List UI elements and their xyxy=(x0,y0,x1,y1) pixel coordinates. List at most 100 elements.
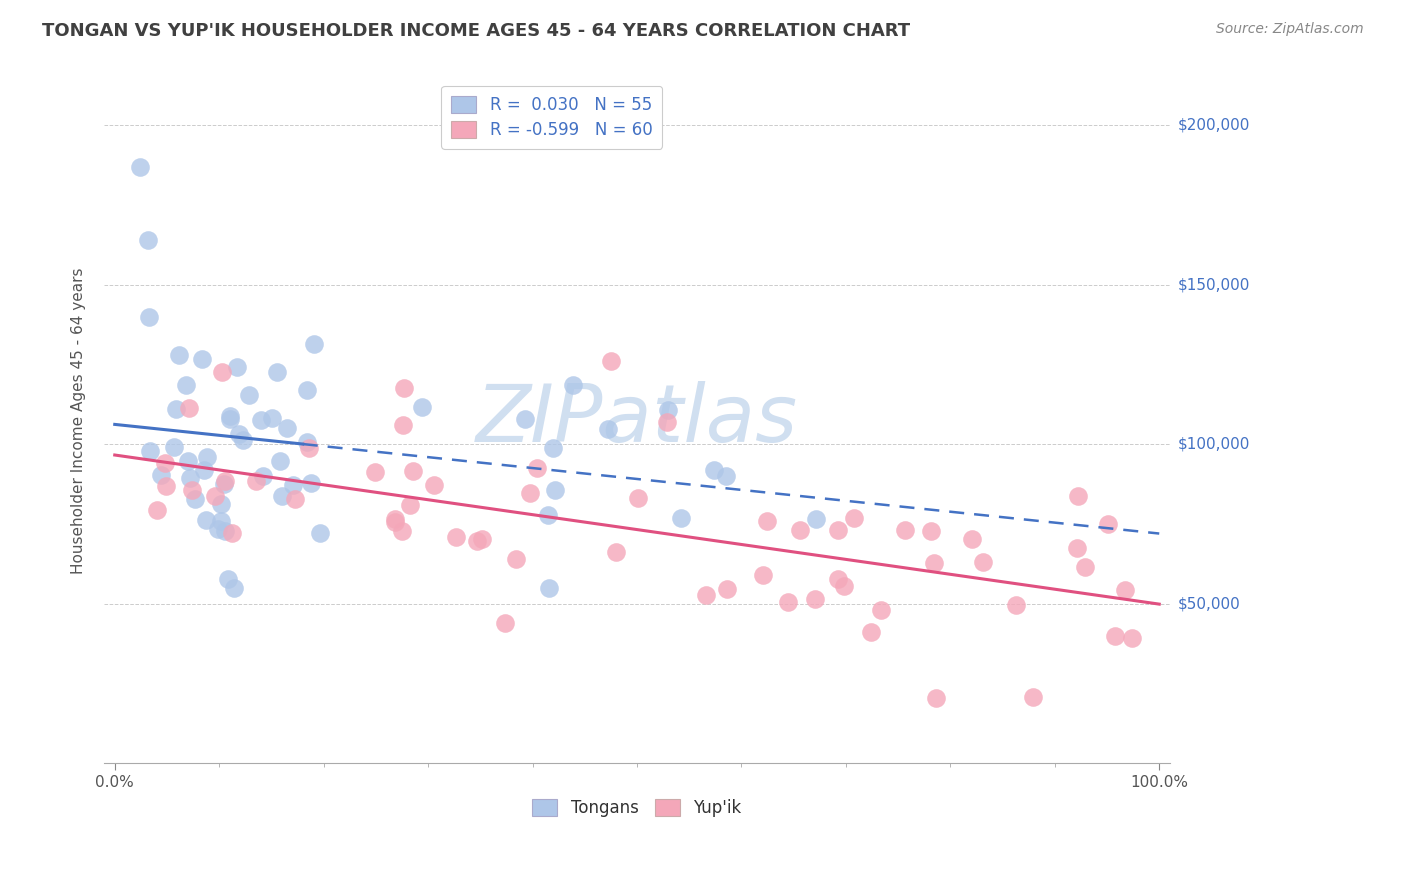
Point xyxy=(1066,541,1088,555)
Point xyxy=(298,442,321,456)
Point xyxy=(174,377,197,392)
Point xyxy=(145,503,167,517)
Point xyxy=(600,354,623,368)
Legend: Tongans, Yup'ik: Tongans, Yup'ik xyxy=(526,792,748,823)
Point xyxy=(1114,583,1136,598)
Point xyxy=(284,492,307,507)
Point xyxy=(842,510,865,524)
Point xyxy=(195,450,218,465)
Point xyxy=(183,491,205,506)
Point xyxy=(922,556,945,570)
Point xyxy=(364,465,387,479)
Point xyxy=(537,508,560,522)
Point xyxy=(471,532,494,546)
Point xyxy=(194,513,217,527)
Point xyxy=(751,568,773,582)
Point xyxy=(972,555,994,569)
Text: $50,000: $50,000 xyxy=(1178,596,1240,611)
Point xyxy=(827,523,849,537)
Point xyxy=(138,310,160,324)
Point xyxy=(803,591,825,606)
Point xyxy=(211,365,233,379)
Point xyxy=(402,464,425,478)
Point xyxy=(283,478,305,492)
Point xyxy=(596,422,619,436)
Point xyxy=(149,468,172,483)
Point xyxy=(1121,632,1143,646)
Point xyxy=(894,523,917,537)
Point xyxy=(657,415,679,429)
Point xyxy=(163,440,186,454)
Point xyxy=(228,427,250,442)
Point xyxy=(519,486,541,500)
Point xyxy=(920,524,942,538)
Point xyxy=(207,522,229,536)
Point xyxy=(1022,690,1045,705)
Point xyxy=(605,545,627,559)
Point xyxy=(304,336,326,351)
Point xyxy=(271,490,294,504)
Point xyxy=(714,469,737,483)
Text: Source: ZipAtlas.com: Source: ZipAtlas.com xyxy=(1216,22,1364,37)
Point xyxy=(295,383,318,397)
Point xyxy=(423,478,446,492)
Point xyxy=(541,441,564,455)
Point xyxy=(155,479,177,493)
Point xyxy=(392,381,415,395)
Point xyxy=(209,497,232,511)
Point xyxy=(238,387,260,401)
Point xyxy=(250,412,273,426)
Text: TONGAN VS YUP'IK HOUSEHOLDER INCOME AGES 45 - 64 YEARS CORRELATION CHART: TONGAN VS YUP'IK HOUSEHOLDER INCOME AGES… xyxy=(42,22,910,40)
Point xyxy=(1074,560,1097,574)
Point xyxy=(212,477,235,491)
Point xyxy=(180,483,202,497)
Text: ZIPatlas: ZIPatlas xyxy=(477,381,799,459)
Point xyxy=(703,463,725,477)
Point xyxy=(217,572,239,586)
Point xyxy=(513,412,536,426)
Point xyxy=(804,511,827,525)
Point xyxy=(444,530,467,544)
Point xyxy=(778,595,800,609)
Point xyxy=(399,499,422,513)
Point xyxy=(225,359,247,374)
Point xyxy=(222,581,245,595)
Point xyxy=(1005,598,1028,612)
Point xyxy=(214,474,236,488)
Point xyxy=(1066,489,1088,503)
Point xyxy=(260,411,283,425)
Point xyxy=(269,454,291,468)
Point xyxy=(391,524,413,538)
Point xyxy=(308,526,330,541)
Point xyxy=(716,582,738,597)
Point xyxy=(299,476,322,491)
Point xyxy=(384,512,406,526)
Point xyxy=(129,160,152,174)
Point xyxy=(695,588,717,602)
Point xyxy=(391,418,413,433)
Point xyxy=(179,471,201,485)
Point xyxy=(505,552,527,566)
Point xyxy=(859,625,882,640)
Point xyxy=(139,444,162,458)
Point xyxy=(209,514,232,528)
Point xyxy=(193,462,215,476)
Point xyxy=(136,233,159,247)
Y-axis label: Householder Income Ages 45 - 64 years: Householder Income Ages 45 - 64 years xyxy=(72,267,86,574)
Point xyxy=(494,616,516,631)
Point xyxy=(465,533,488,548)
Point xyxy=(960,532,983,546)
Point xyxy=(1104,629,1126,643)
Point xyxy=(562,378,585,392)
Text: $100,000: $100,000 xyxy=(1178,437,1250,451)
Point xyxy=(384,515,406,529)
Point xyxy=(411,400,433,414)
Point xyxy=(218,411,240,425)
Point xyxy=(925,690,948,705)
Point xyxy=(1097,516,1119,531)
Point xyxy=(756,514,779,528)
Point xyxy=(165,401,187,416)
Point xyxy=(669,511,692,525)
Point xyxy=(204,489,226,503)
Point xyxy=(155,456,177,470)
